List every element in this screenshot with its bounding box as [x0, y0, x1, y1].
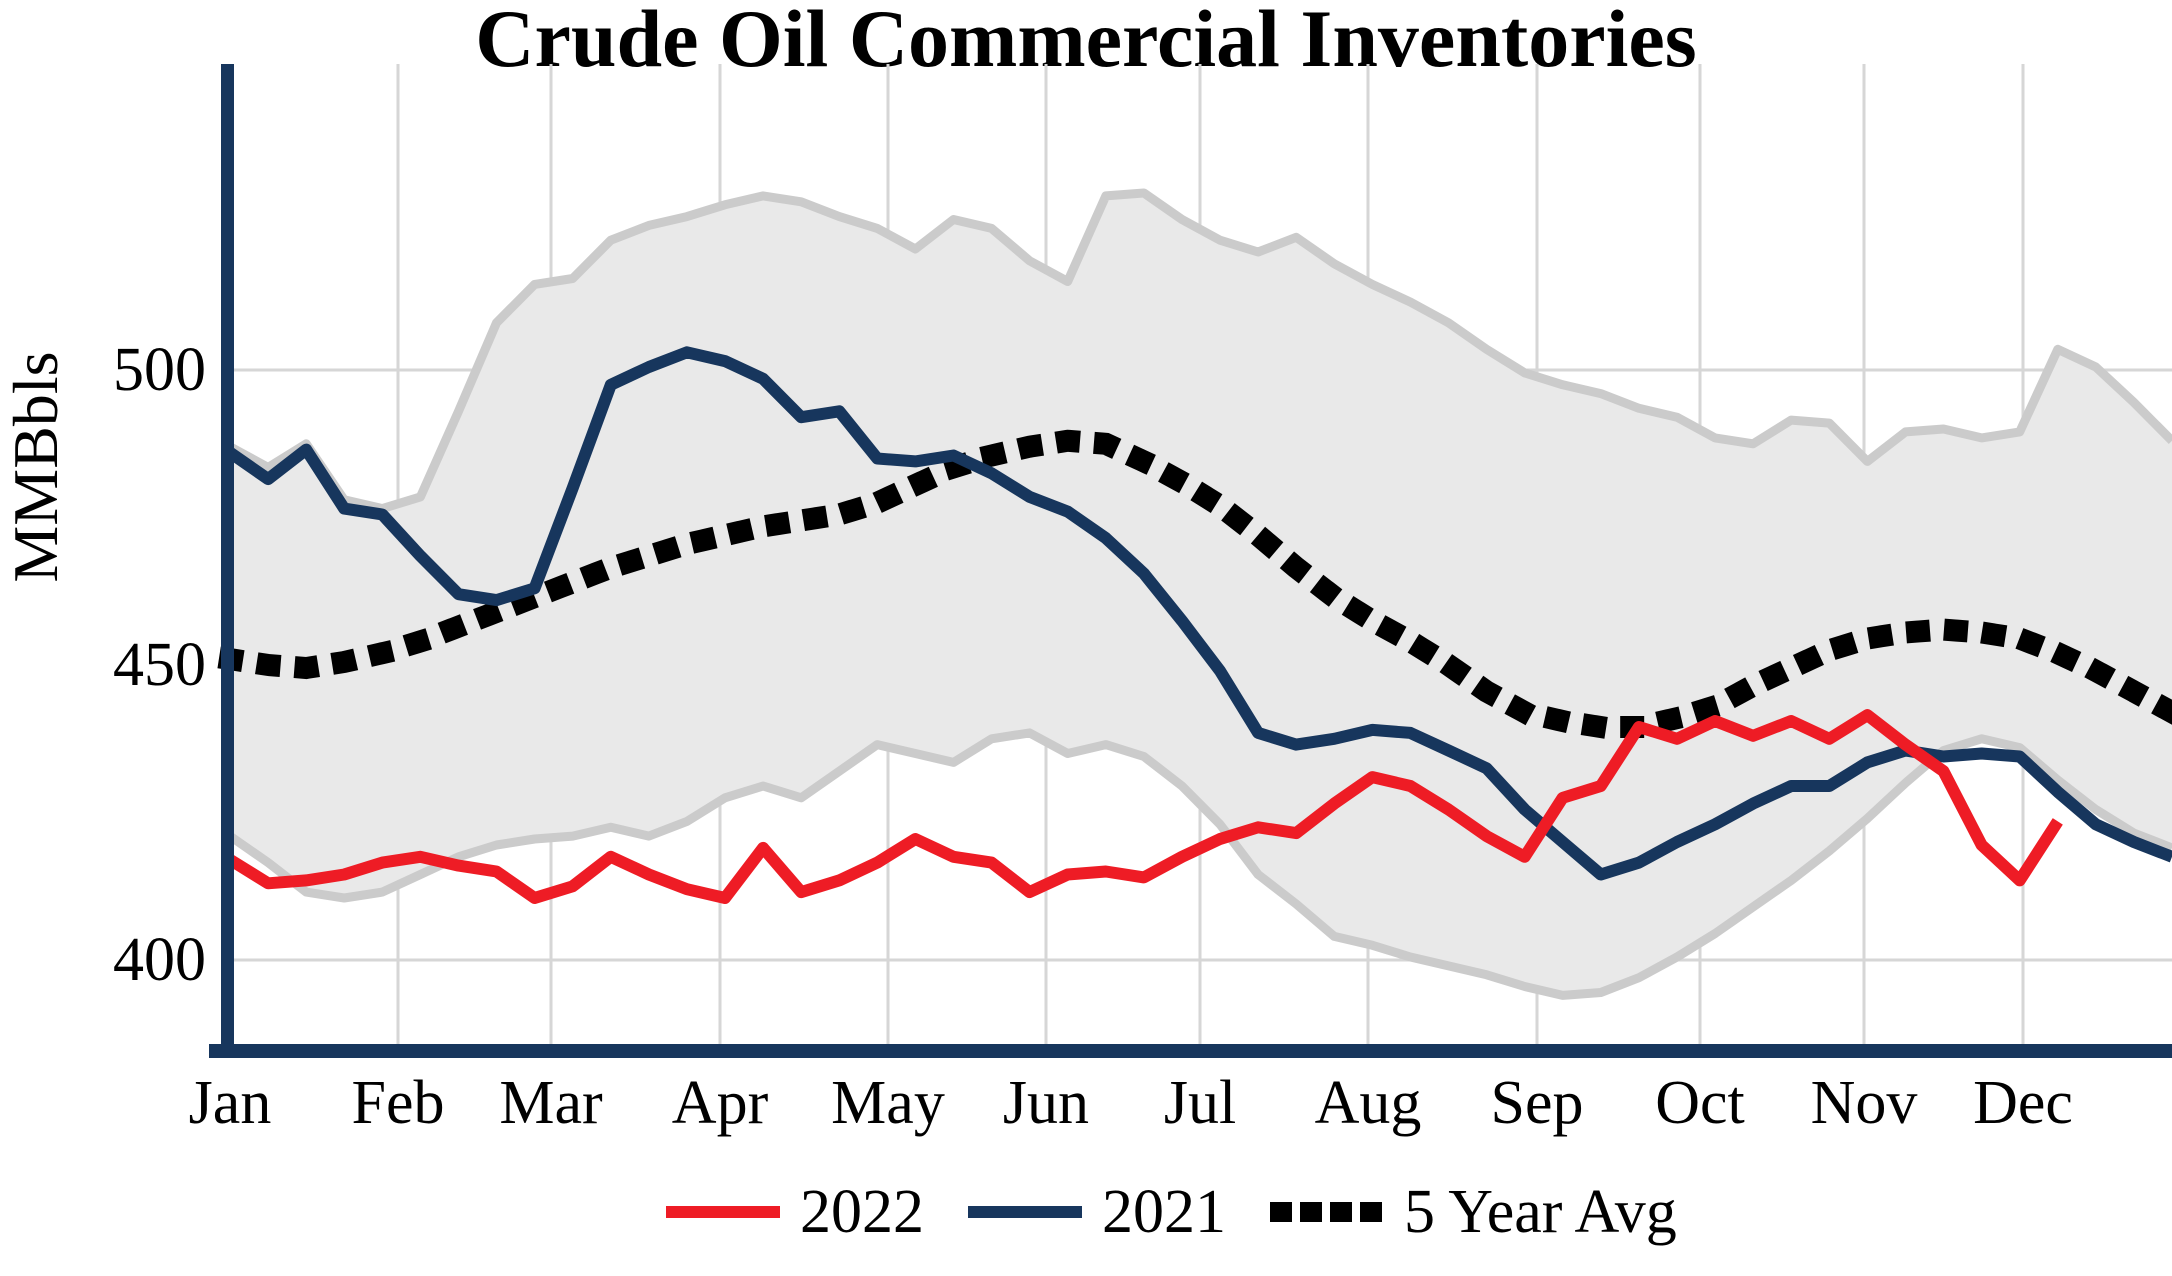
legend-swatch-icon — [666, 1206, 780, 1218]
y-axis-spine — [221, 64, 234, 1057]
legend-item-5-year-avg: 5 Year Avg — [1268, 1180, 1677, 1244]
chart-title: Crude Oil Commercial Inventories — [475, 0, 1697, 84]
legend-label: 2022 — [800, 1178, 924, 1246]
x-tick-label-sep: Sep — [1490, 1069, 1584, 1137]
legend-label: 2021 — [1102, 1178, 1226, 1246]
y-tick-label-400: 400 — [113, 926, 206, 994]
x-tick-label-feb: Feb — [351, 1069, 445, 1137]
legend-item-2021: 2021 — [966, 1180, 1226, 1244]
band-lower-edge — [227, 728, 2172, 1000]
x-tick-label-may: May — [831, 1069, 945, 1137]
band-upper-edge — [227, 188, 2172, 514]
legend-item-2022: 2022 — [664, 1180, 924, 1244]
series-2022-line — [226, 709, 2063, 904]
x-tick-label-mar: Mar — [499, 1069, 603, 1137]
series-5-year-avg-line — [217, 429, 2172, 738]
x-tick-label-apr: Apr — [671, 1069, 769, 1137]
x-tick-label-oct: Oct — [1655, 1069, 1745, 1137]
legend-swatch-icon — [968, 1206, 1082, 1218]
legend-swatch-icon — [1270, 1202, 1386, 1222]
x-tick-label-jul: Jul — [1163, 1069, 1237, 1137]
x-axis-spine — [209, 1044, 2172, 1058]
y-tick-label-450: 450 — [113, 631, 206, 699]
x-tick-label-nov: Nov — [1810, 1069, 1918, 1137]
legend: 2022 2021 5 Year Avg — [664, 1176, 1677, 1248]
y-tick-label-500: 500 — [113, 336, 206, 404]
x-tick-label-aug: Aug — [1314, 1069, 1422, 1137]
x-tick-label-dec: Dec — [1973, 1069, 2073, 1137]
x-tick-label-jan: Jan — [188, 1069, 272, 1137]
five-year-range-band — [230, 193, 2172, 996]
series-2021-line — [226, 346, 2172, 881]
legend-label: 5 Year Avg — [1404, 1178, 1677, 1246]
x-tick-label-jun: Jun — [1002, 1069, 1090, 1137]
